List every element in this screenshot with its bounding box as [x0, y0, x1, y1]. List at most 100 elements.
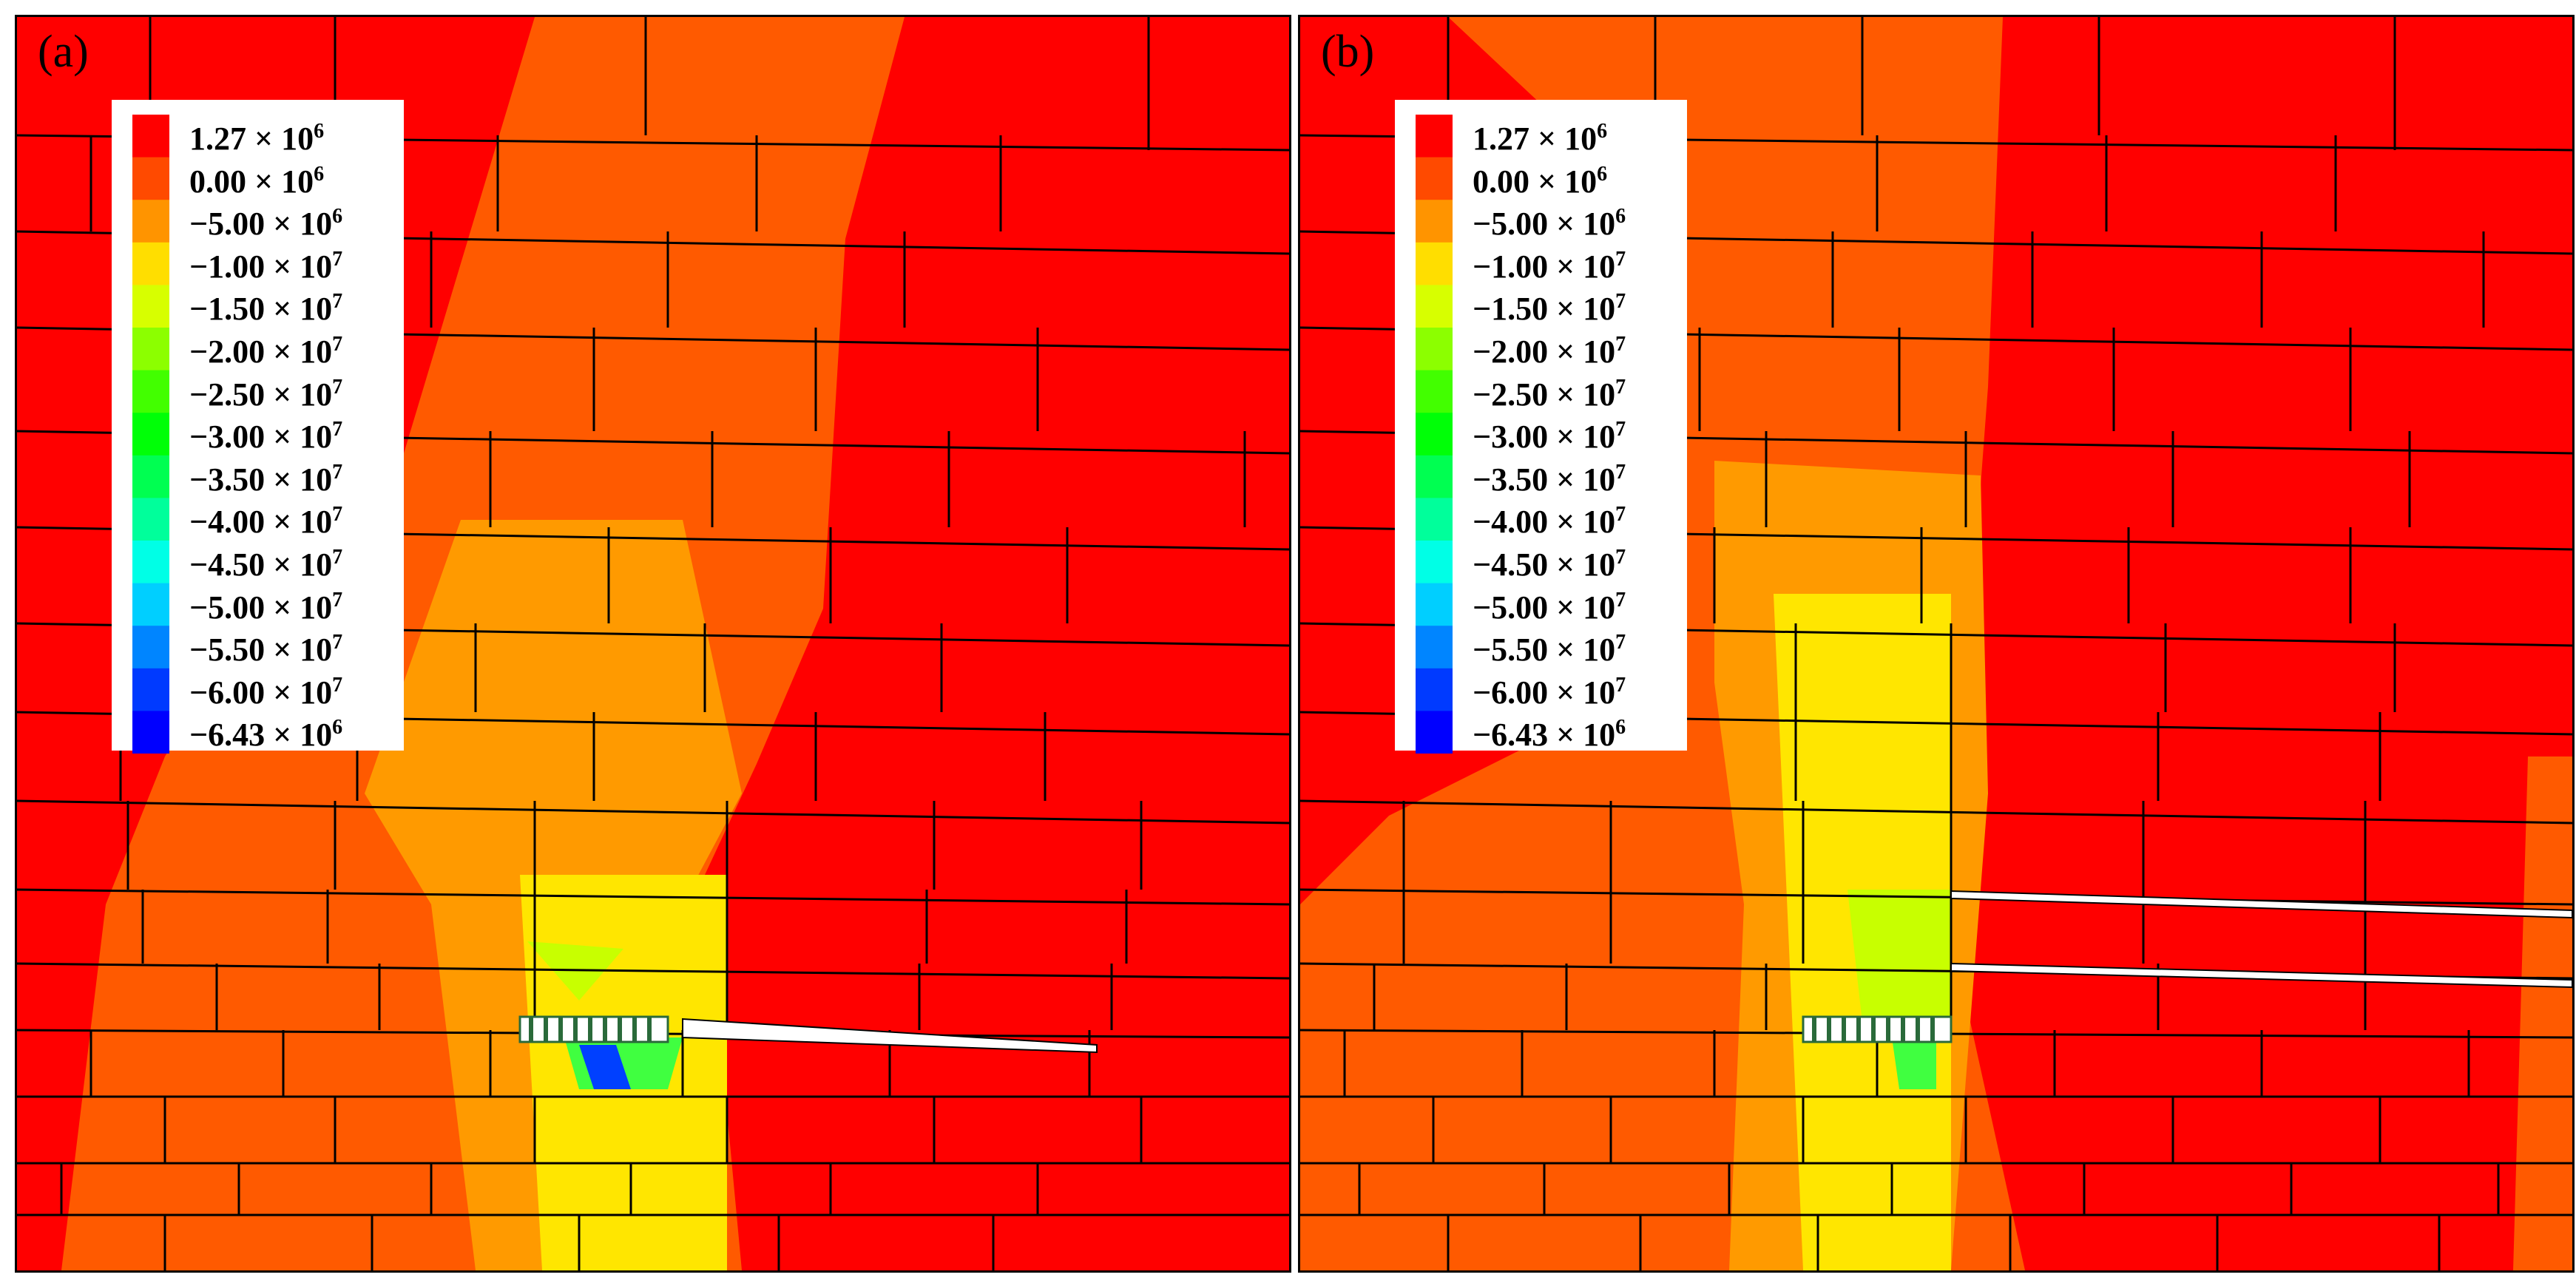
- legend-exponent: 7: [332, 545, 343, 569]
- legend-label: −5.00 × 106: [189, 195, 343, 242]
- legend-label: −5.50 × 107: [189, 621, 343, 668]
- legend-mantissa: −5.00: [1473, 589, 1549, 626]
- support-hatch-b: [1802, 1015, 1953, 1043]
- legend-swatch: [132, 115, 169, 158]
- legend-swatch: [1416, 541, 1453, 584]
- legend-exponent: 7: [332, 375, 343, 399]
- blue-zone-a: [579, 1045, 631, 1089]
- legend-times-ten: × 10: [265, 376, 333, 413]
- legend-times-ten: × 10: [1548, 589, 1616, 626]
- legend-label: −5.00 × 107: [1473, 579, 1626, 626]
- block-mesh-a: [17, 17, 1289, 1270]
- legend-times-ten: × 10: [1548, 248, 1616, 285]
- legend-label: 0.00 × 106: [189, 153, 342, 200]
- legend-swatch: [132, 583, 169, 626]
- legend-swatch: [1416, 668, 1453, 711]
- legend-mantissa: −3.50: [1473, 461, 1549, 498]
- legend-mantissa: −5.00: [189, 206, 266, 243]
- legend-exponent: 7: [1615, 375, 1626, 399]
- legend-exponent: 7: [1615, 247, 1626, 271]
- legend-label: −1.00 × 107: [189, 238, 343, 285]
- legend-label: −4.50 × 107: [189, 536, 343, 583]
- legend-mantissa: −6.00: [189, 674, 266, 711]
- legend-mantissa: −5.00: [189, 589, 266, 626]
- legend-times-ten: × 10: [1548, 461, 1616, 498]
- legend-exponent: 7: [332, 247, 343, 271]
- legend-times-ten: × 10: [265, 291, 333, 328]
- legend-exponent: 6: [314, 120, 325, 143]
- legend-swatch: [132, 541, 169, 584]
- legend-swatch: [132, 157, 169, 200]
- legend-mantissa: −6.43: [189, 717, 266, 754]
- legend-label: −2.00 × 107: [189, 323, 342, 370]
- legend-mantissa: −5.00: [1473, 206, 1549, 243]
- legend-mantissa: 1.27: [1473, 121, 1529, 157]
- legend-mantissa: −2.50: [1473, 376, 1549, 413]
- legend-swatch: [132, 370, 169, 413]
- legend-label: −4.00 × 107: [1473, 493, 1626, 540]
- legend-times-ten: × 10: [265, 461, 333, 498]
- legend-label: −5.00 × 106: [1473, 195, 1626, 242]
- legend-times-ten: × 10: [1548, 546, 1616, 583]
- legend-label: −2.50 × 107: [1473, 366, 1626, 413]
- legend-label: −6.43 × 106: [1473, 706, 1626, 753]
- legend-mantissa: −2.50: [189, 376, 266, 413]
- legend-swatch: [1416, 455, 1453, 498]
- legend-mantissa: −3.00: [1473, 419, 1549, 456]
- legend-times-ten: × 10: [265, 546, 333, 583]
- legend-exponent: 7: [1615, 332, 1626, 356]
- legend-times-ten: × 10: [1529, 121, 1598, 157]
- legend-times-ten: × 10: [265, 632, 333, 668]
- legend-label: −5.50 × 107: [1473, 621, 1626, 668]
- legend-exponent: 7: [332, 631, 343, 654]
- legend-swatch: [132, 668, 169, 711]
- legend-mantissa: −2.00: [1473, 333, 1549, 370]
- legend-mantissa: −1.00: [1473, 248, 1549, 285]
- legend-label: −5.00 × 107: [189, 579, 343, 626]
- legend-mantissa: −1.00: [189, 248, 266, 285]
- legend-mantissa: −3.50: [189, 461, 266, 498]
- legend-exponent: 7: [332, 290, 343, 314]
- legend-exponent: 7: [1615, 503, 1626, 527]
- legend-times-ten: × 10: [1548, 717, 1616, 754]
- legend-mantissa: −4.00: [1473, 504, 1549, 541]
- legend-swatch: [1416, 498, 1453, 541]
- legend-exponent: 6: [332, 205, 343, 228]
- legend-mantissa: 0.00: [1473, 163, 1529, 200]
- legend-label: −3.00 × 107: [1473, 408, 1626, 455]
- legend-times-ten: × 10: [265, 589, 333, 626]
- legend-exponent: 7: [1615, 673, 1626, 697]
- legend-mantissa: −4.50: [189, 546, 266, 583]
- legend-label: −3.50 × 107: [189, 451, 343, 498]
- legend-exponent: 6: [1615, 205, 1626, 228]
- legend-swatch: [1416, 583, 1453, 626]
- legend-swatch: [132, 200, 169, 243]
- color-legend: 1.27 × 106 0.00 × 106 −5.00 × 106 −1.00 × 1…: [112, 100, 404, 754]
- legend-times-ten: × 10: [265, 674, 333, 711]
- legend-times-ten: × 10: [265, 206, 333, 243]
- legend-swatch: [132, 328, 169, 371]
- green-zone-b: [1892, 1037, 1936, 1089]
- legend-times-ten: × 10: [246, 163, 314, 200]
- legend-times-ten: × 10: [265, 333, 333, 370]
- legend-exponent: 7: [332, 503, 343, 527]
- legend-label: −1.00 × 107: [1473, 238, 1626, 285]
- legend-exponent: 7: [332, 418, 343, 441]
- legend-mantissa: −4.50: [1473, 546, 1549, 583]
- opening-gap-b: [1950, 890, 2572, 989]
- color-legend: 1.27 × 106 0.00 × 106 −5.00 × 106 −1.00 × 1…: [1395, 100, 1687, 754]
- legend-exponent: 7: [332, 460, 343, 484]
- legend-label: 1.27 × 106: [189, 110, 342, 157]
- legend-label: −6.00 × 107: [1473, 664, 1626, 711]
- legend-swatch: [132, 455, 169, 498]
- legend-mantissa: −3.00: [189, 419, 266, 456]
- legend-swatch: [1416, 626, 1453, 669]
- legend-times-ten: × 10: [1548, 376, 1616, 413]
- legend-exponent: 7: [332, 588, 343, 612]
- legend-swatch: [132, 498, 169, 541]
- legend-label: −4.50 × 107: [1473, 536, 1626, 583]
- legend-label: −2.50 × 107: [189, 366, 343, 413]
- legend-exponent: 6: [1615, 716, 1626, 739]
- legend-swatch: [1416, 242, 1453, 285]
- orange-right-strip-b: [2513, 756, 2572, 1270]
